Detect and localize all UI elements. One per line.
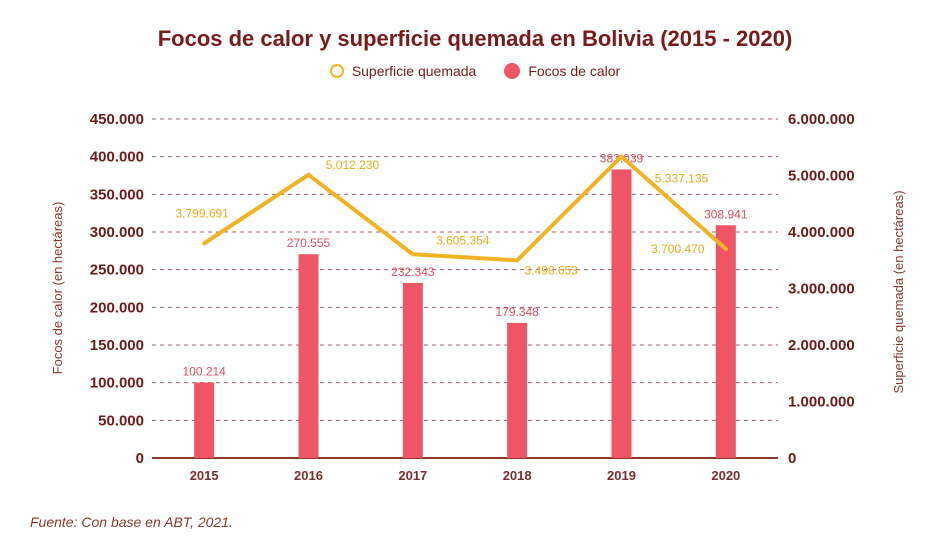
line-data-label: 3.498.653 (524, 263, 578, 277)
line-superficie (202, 154, 728, 263)
bar-data-label: 232.343 (391, 265, 435, 279)
y-left-tick-label: 150.000 (90, 337, 144, 354)
chart-title: Focos de calor y superficie quemada en B… (157, 26, 793, 51)
bar-focos-2017 (402, 282, 423, 458)
bar-data-label: 270.555 (287, 236, 331, 250)
x-tick-label: 2019 (607, 468, 636, 483)
x-tick-label: 2018 (503, 468, 532, 483)
bar-focos-2016 (298, 254, 319, 458)
y-right-tick-label: 3.000.000 (788, 281, 855, 298)
y-right-tick-label: 1.000.000 (788, 394, 855, 411)
y-left-tick-label: 50.000 (98, 412, 144, 429)
bar-data-label: 179.348 (495, 305, 539, 319)
y-right-tick-label: 5.000.000 (788, 168, 855, 185)
legend-label: Superficie quemada (351, 63, 477, 79)
y-right-tick-label: 4.000.000 (788, 224, 855, 241)
line-data-label: 3.700.470 (651, 242, 705, 256)
y-left-tick-label: 350.000 (90, 186, 144, 203)
hollow-circle-icon (329, 64, 344, 78)
y-left-tick-label: 400.000 (90, 149, 144, 166)
line-data-label: 5.012.230 (326, 158, 380, 172)
bar-focos-2015 (194, 382, 215, 458)
source-note: Fuente: Con base en ABT, 2021. (30, 514, 233, 530)
x-tick-label: 2015 (190, 468, 219, 483)
bar-data-label: 100.214 (182, 365, 226, 379)
y-right-tick-label: 6.000.000 (788, 111, 855, 128)
legend-item-superficie[interactable]: Superficie quemada (329, 63, 477, 79)
y-left-tick-label: 300.000 (90, 224, 144, 241)
line-data-label: 3.605.354 (436, 233, 490, 247)
line-data-label: 5.337.135 (655, 171, 709, 185)
y-right-tick-label: 0 (788, 450, 796, 467)
bar-focos-2020 (715, 225, 736, 458)
y-right-tick-label: 2.000.000 (788, 337, 855, 354)
y-right-axis-title: Superficie quemada (en hectáreas) (891, 190, 906, 393)
y-left-tick-label: 250.000 (90, 262, 144, 279)
y-left-tick-label: 450.000 (90, 111, 144, 128)
x-tick-label: 2016 (294, 468, 323, 483)
legend-item-focos[interactable]: Focos de calor (504, 63, 620, 79)
legend-label: Focos de calor (528, 63, 621, 79)
x-tick-label: 2020 (711, 468, 740, 483)
y-left-axis-title: Focos de calor (en hectáreas) (50, 202, 65, 375)
legend: Superficie quemada Focos de calor (0, 63, 950, 79)
line-data-label: 3.799.691 (175, 206, 229, 220)
filled-circle-icon (504, 63, 521, 79)
y-left-tick-label: 100.000 (90, 375, 144, 392)
x-tick-label: 2017 (398, 468, 427, 483)
y-left-tick-label: 0 (136, 450, 144, 467)
y-left-tick-label: 200.000 (90, 299, 144, 316)
bar-data-label: 308.941 (704, 207, 748, 221)
bar-focos-2018 (507, 322, 528, 458)
bar-focos-2019 (611, 169, 632, 458)
